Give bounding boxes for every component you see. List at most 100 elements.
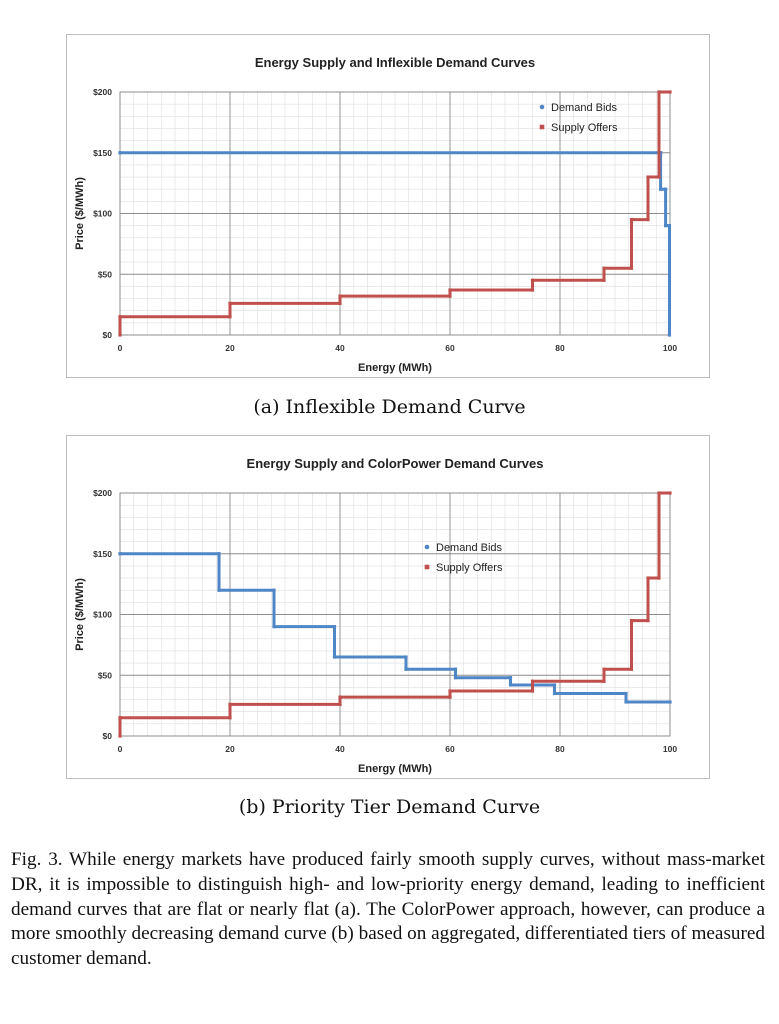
data-point	[668, 90, 672, 94]
x-tick-label: 80	[555, 343, 565, 353]
data-point	[118, 151, 122, 155]
data-point	[664, 224, 668, 228]
data-point	[667, 333, 672, 337]
data-point	[602, 266, 606, 270]
x-tick-label: 100	[663, 744, 677, 754]
data-point	[629, 667, 634, 671]
x-axis-label: Energy (MWh)	[358, 362, 432, 374]
data-point	[217, 588, 221, 592]
x-tick-label: 40	[335, 343, 345, 353]
x-tick-label: 100	[663, 343, 677, 353]
subcaption-a: (a) Inflexible Demand Curve	[253, 396, 526, 418]
data-point	[118, 716, 122, 720]
data-point	[646, 618, 650, 623]
data-point	[338, 301, 342, 306]
legend-marker	[539, 124, 545, 130]
data-point	[448, 689, 452, 693]
data-point	[657, 90, 661, 94]
data-point	[448, 695, 452, 699]
data-point	[118, 552, 122, 556]
chart-panel-a: 0 20 40 60 80 100 $0 $50 $100 $150 $200 Energy Supp…	[66, 34, 710, 378]
data-point	[217, 552, 221, 556]
y-tick-label: $100	[93, 610, 112, 620]
y-axis-label: Price ($/MWh)	[74, 177, 86, 250]
y-tick-label: $100	[93, 209, 112, 219]
series-line-demand-bids	[120, 552, 670, 704]
data-point	[657, 175, 661, 179]
data-point	[530, 288, 535, 292]
data-point	[530, 689, 535, 693]
plot-area	[119, 91, 671, 336]
data-point	[404, 655, 408, 659]
data-point	[659, 151, 663, 155]
legend-label: Supply Offers	[551, 122, 618, 134]
y-tick-label: $50	[98, 670, 112, 680]
data-point	[453, 667, 458, 671]
data-point	[338, 695, 342, 699]
y-axis-label: Price ($/MWh)	[74, 578, 86, 651]
chart-b: 0 20 40 60 80 100 $0 $50 $100 $150 $200 Energy Supp…	[74, 456, 677, 775]
legend: Demand Bids Supply Offers	[424, 542, 503, 574]
chart-title: Energy Supply and ColorPower Demand Curv…	[247, 456, 544, 471]
y-tick-label: $200	[93, 488, 112, 498]
data-point	[657, 491, 661, 495]
chart-panel-b: 0 20 40 60 80 100 $0 $50 $100 $150 $200 Energy Supp…	[66, 435, 710, 779]
y-tick-label: $0	[103, 330, 113, 340]
figure-caption: Fig. 3. While energy markets have produc…	[11, 849, 765, 970]
data-point	[453, 676, 458, 680]
legend-label: Supply Offers	[436, 562, 503, 574]
data-point	[667, 224, 672, 228]
x-axis-label: Energy (MWh)	[358, 763, 432, 775]
data-point	[602, 667, 606, 671]
data-point	[272, 625, 276, 629]
data-point	[508, 683, 513, 687]
data-point	[624, 691, 628, 696]
data-point	[646, 576, 650, 580]
chart-a: 0 20 40 60 80 100 $0 $50 $100 $150 $200 Energy Supp…	[74, 55, 677, 374]
data-point	[228, 702, 232, 707]
x-tick-label: 20	[225, 744, 235, 754]
data-point	[338, 294, 342, 298]
x-tick-label: 60	[445, 744, 455, 754]
y-tick-label: $150	[93, 549, 112, 559]
x-tick-label: 60	[445, 343, 455, 353]
y-tick-label: $200	[93, 87, 112, 97]
data-point	[228, 716, 232, 720]
legend-marker	[539, 104, 545, 110]
x-tick-label: 40	[335, 744, 345, 754]
data-point	[530, 679, 535, 683]
legend-label: Demand Bids	[551, 102, 618, 114]
data-point	[508, 676, 513, 680]
data-point	[657, 576, 661, 580]
x-tick-label: 20	[225, 343, 235, 353]
data-point	[118, 333, 122, 337]
legend-label: Demand Bids	[436, 542, 503, 554]
data-point	[332, 655, 337, 659]
data-point	[228, 301, 232, 306]
data-point	[646, 175, 650, 179]
x-tick-label: 0	[118, 343, 123, 353]
data-point	[668, 491, 672, 495]
data-point	[659, 187, 663, 191]
x-tick-label: 0	[118, 744, 123, 754]
plot-area	[119, 492, 671, 737]
data-point	[668, 700, 672, 704]
data-point	[272, 588, 276, 592]
data-point	[646, 217, 650, 222]
legend-marker	[424, 544, 430, 550]
subcaption-b: (b) Priority Tier Demand Curve	[238, 796, 541, 818]
data-point	[664, 187, 668, 191]
legend-marker	[424, 564, 430, 570]
data-point	[602, 679, 606, 683]
x-tick-label: 80	[555, 744, 565, 754]
chart-title: Energy Supply and Inflexible Demand Curv…	[255, 55, 535, 70]
data-point	[629, 618, 634, 623]
data-point	[624, 700, 628, 704]
data-point	[552, 691, 557, 696]
y-tick-label: $150	[93, 148, 112, 158]
data-point	[448, 294, 452, 298]
legend: Demand Bids Supply Offers	[539, 102, 618, 134]
data-point	[552, 683, 557, 687]
data-point	[332, 625, 337, 629]
data-point	[629, 266, 634, 270]
